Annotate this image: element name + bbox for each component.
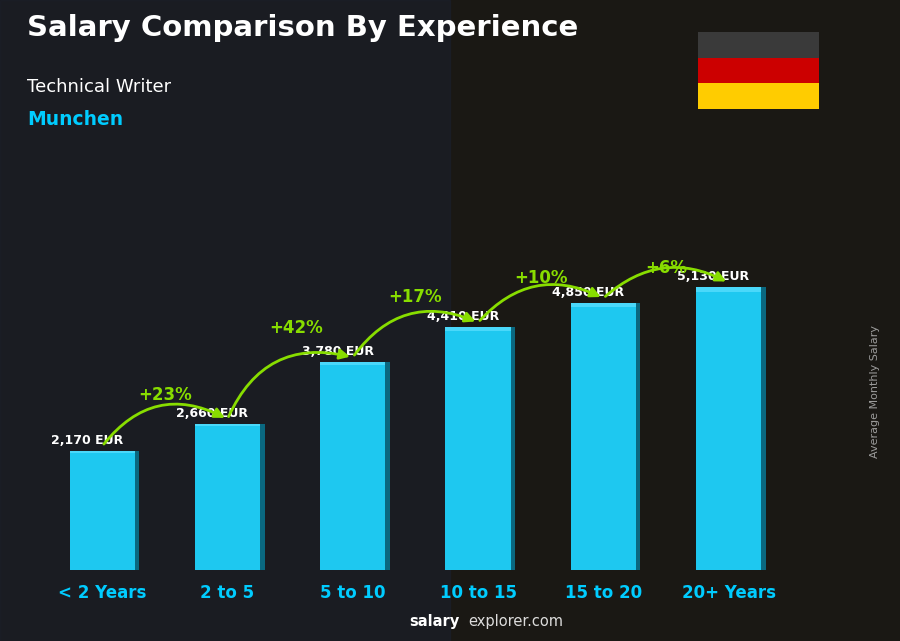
Text: 4,850 EUR: 4,850 EUR bbox=[553, 286, 625, 299]
Bar bbox=[69, 451, 135, 570]
Bar bbox=[510, 327, 515, 570]
Bar bbox=[636, 303, 641, 570]
FancyArrowPatch shape bbox=[606, 267, 724, 296]
Text: Salary Comparison By Experience: Salary Comparison By Experience bbox=[27, 14, 578, 42]
Text: Average Monthly Salary: Average Monthly Salary bbox=[870, 324, 880, 458]
Text: explorer.com: explorer.com bbox=[468, 615, 563, 629]
Text: +6%: +6% bbox=[645, 259, 687, 277]
Text: +23%: +23% bbox=[138, 386, 192, 404]
Bar bbox=[260, 424, 265, 570]
Text: +42%: +42% bbox=[269, 319, 323, 337]
Text: Technical Writer: Technical Writer bbox=[27, 78, 171, 96]
Text: 2,170 EUR: 2,170 EUR bbox=[51, 434, 123, 447]
FancyArrowPatch shape bbox=[355, 312, 472, 355]
Text: 2,660 EUR: 2,660 EUR bbox=[176, 407, 248, 420]
Bar bbox=[195, 424, 260, 426]
Bar bbox=[571, 303, 636, 308]
Bar bbox=[135, 451, 140, 570]
Bar bbox=[446, 327, 510, 570]
Bar bbox=[320, 362, 385, 570]
Bar bbox=[195, 424, 260, 570]
Bar bbox=[0, 0, 450, 641]
Bar bbox=[571, 303, 636, 570]
Text: Munchen: Munchen bbox=[27, 110, 123, 129]
FancyArrowPatch shape bbox=[480, 285, 598, 320]
FancyArrowPatch shape bbox=[229, 350, 347, 417]
Text: 3,780 EUR: 3,780 EUR bbox=[302, 345, 373, 358]
Bar bbox=[446, 327, 510, 331]
Bar bbox=[385, 362, 390, 570]
Bar bbox=[696, 287, 761, 292]
Bar bbox=[320, 362, 385, 365]
Bar bbox=[761, 287, 766, 570]
Bar bbox=[696, 287, 761, 570]
FancyArrowPatch shape bbox=[104, 404, 222, 444]
Text: salary: salary bbox=[410, 615, 460, 629]
Bar bbox=[69, 451, 135, 453]
Text: +17%: +17% bbox=[389, 288, 442, 306]
Text: 5,130 EUR: 5,130 EUR bbox=[678, 271, 750, 283]
Text: +10%: +10% bbox=[514, 269, 567, 287]
Text: 4,410 EUR: 4,410 EUR bbox=[427, 310, 500, 323]
